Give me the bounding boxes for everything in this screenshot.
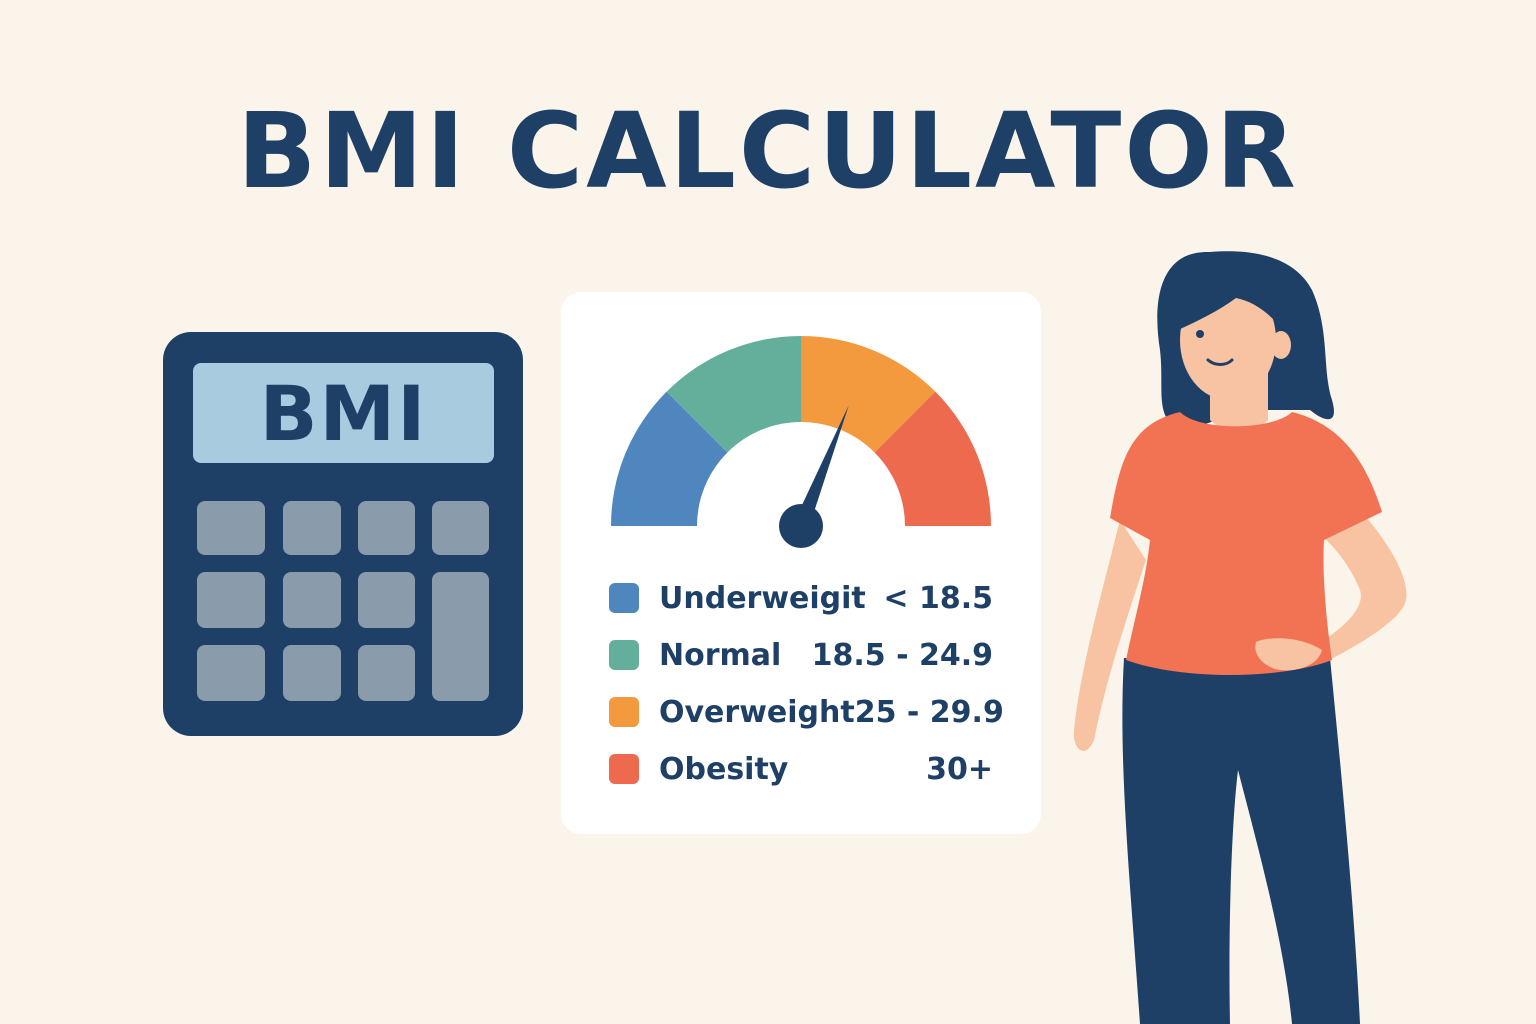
legend-range: 25 - 29.9 <box>854 694 1004 730</box>
ear <box>1271 331 1291 359</box>
gauge-segment-normal <box>666 336 801 453</box>
legend-row-underweight: Underweigit < 18.5 <box>609 576 993 620</box>
calculator-key <box>283 501 341 555</box>
smile <box>1206 358 1234 366</box>
legend-swatch-obesity <box>609 754 639 784</box>
legend-label: Normal <box>659 637 782 673</box>
calculator-key <box>432 501 489 555</box>
gauge-segment-underweigit <box>611 391 728 526</box>
legend-row-obesity: Obesity 30+ <box>609 747 993 791</box>
calculator-key <box>197 645 265 701</box>
bmi-gauge <box>611 336 991 548</box>
legend-swatch-underweight <box>609 583 639 613</box>
gauge-needle <box>793 405 849 529</box>
hand <box>1255 638 1322 671</box>
calculator-key <box>432 572 489 701</box>
left-arm <box>1073 520 1146 751</box>
legend-range: 18.5 - 24.9 <box>811 637 993 673</box>
calculator-key <box>358 501 415 555</box>
legend-label: Obesity <box>659 751 789 787</box>
bmi-category-card: Underweigit < 18.5 Normal 18.5 - 24.9 Ov… <box>561 292 1041 834</box>
woman-illustration <box>1073 251 1407 1024</box>
eye <box>1196 330 1204 338</box>
hair-front <box>1178 270 1291 340</box>
calculator-key <box>283 572 341 628</box>
calculator-icon: BMI <box>163 332 523 736</box>
calculator-key <box>358 645 415 701</box>
legend-label: Underweigit <box>659 580 866 616</box>
legend-row-normal: Normal 18.5 - 24.9 <box>609 633 993 677</box>
legend-range: 30+ <box>926 751 993 787</box>
calculator-key <box>358 572 415 628</box>
legend-swatch-normal <box>609 640 639 670</box>
calculator-key <box>197 501 265 555</box>
calculator-key <box>283 645 341 701</box>
page-title: BMI CALCULATOR <box>237 90 1299 212</box>
shirt <box>1110 412 1382 675</box>
legend-row-overweight: Overweight 25 - 29.9 <box>609 690 1004 734</box>
gauge-segment-overweight <box>801 336 936 453</box>
pants <box>1122 658 1360 1024</box>
calculator-display: BMI <box>193 363 494 463</box>
calculator-key <box>197 572 265 628</box>
legend-range: < 18.5 <box>883 580 993 616</box>
right-arm <box>1310 500 1407 664</box>
legend-label: Overweight <box>659 694 855 730</box>
legend-swatch-overweight <box>609 697 639 727</box>
gauge-hub <box>779 504 823 548</box>
gauge-segment-obesity <box>874 391 991 526</box>
